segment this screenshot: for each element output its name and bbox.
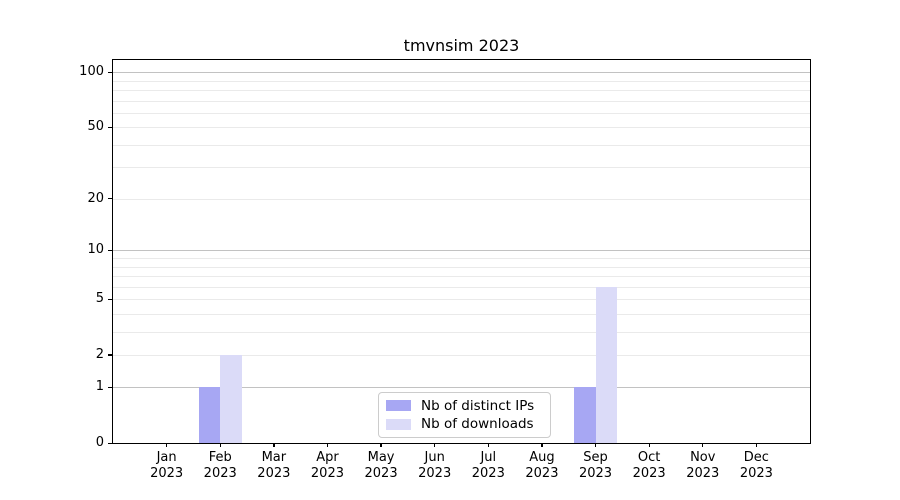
bar-downloads bbox=[220, 354, 242, 443]
y-tick-mark bbox=[108, 386, 112, 389]
x-tick-mark bbox=[594, 443, 597, 447]
y-tick-mark bbox=[108, 298, 112, 300]
x-tick-year: 2023 bbox=[525, 466, 559, 481]
x-tick-month: Dec bbox=[743, 450, 769, 465]
y-tick-mark bbox=[108, 249, 112, 252]
x-tick-mark bbox=[702, 443, 704, 447]
minor-gridline bbox=[113, 313, 810, 315]
minor-gridline bbox=[113, 167, 810, 169]
x-tick-year: 2023 bbox=[632, 466, 666, 481]
y-tick-label: 0 bbox=[95, 435, 104, 450]
minor-gridline bbox=[113, 331, 810, 333]
x-tick-month: Jun bbox=[424, 450, 445, 465]
x-tick-label: Sep 2023 bbox=[566, 450, 626, 482]
x-tick-label: Dec 2023 bbox=[726, 450, 786, 482]
y-tick-label: 10 bbox=[87, 242, 104, 258]
x-tick-mark bbox=[541, 443, 543, 447]
minor-gridline bbox=[113, 276, 810, 278]
x-tick-month: Sep bbox=[583, 450, 608, 465]
x-tick-label: Apr 2023 bbox=[297, 450, 357, 482]
x-tick-month: Feb bbox=[208, 450, 232, 465]
minor-gridline bbox=[113, 127, 810, 129]
minor-gridline bbox=[113, 198, 810, 200]
minor-gridline bbox=[113, 90, 810, 92]
x-tick-month: Oct bbox=[637, 450, 661, 465]
x-tick-label: Jun 2023 bbox=[405, 450, 465, 482]
legend: Nb of distinct IPs Nb of downloads bbox=[378, 392, 551, 438]
legend-label: Nb of distinct IPs bbox=[421, 397, 535, 414]
bar-distinct-ips bbox=[574, 387, 596, 443]
minor-gridline bbox=[113, 286, 810, 288]
y-tick-mark bbox=[108, 198, 112, 200]
x-tick-mark bbox=[219, 443, 221, 447]
x-tick-year: 2023 bbox=[686, 466, 720, 481]
minor-gridline bbox=[113, 258, 810, 260]
y-tick-label: 1 bbox=[95, 379, 104, 395]
minor-gridline bbox=[113, 80, 810, 82]
x-tick-mark bbox=[434, 443, 436, 447]
x-tick-mark bbox=[648, 443, 650, 447]
chart-title: tmvnsim 2023 bbox=[403, 36, 520, 55]
minor-gridline bbox=[113, 100, 810, 102]
x-tick-month: Aug bbox=[529, 450, 555, 465]
x-tick-year: 2023 bbox=[257, 466, 291, 481]
x-tick-year: 2023 bbox=[150, 466, 184, 481]
x-tick-month: Jan bbox=[156, 450, 177, 465]
legend-row: Nb of distinct IPs bbox=[386, 398, 543, 414]
y-tick-mark bbox=[108, 354, 112, 356]
minor-gridline bbox=[113, 144, 810, 146]
minor-gridline bbox=[113, 299, 810, 301]
x-tick-label: Aug 2023 bbox=[512, 450, 572, 482]
x-tick-label: Feb 2023 bbox=[190, 450, 250, 482]
x-tick-month: Apr bbox=[316, 450, 339, 465]
minor-gridline bbox=[113, 354, 810, 356]
x-tick-year: 2023 bbox=[578, 466, 613, 481]
x-tick-year: 2023 bbox=[364, 466, 398, 481]
major-gridline bbox=[113, 387, 810, 389]
y-tick-mark bbox=[108, 71, 112, 74]
major-gridline bbox=[113, 250, 810, 252]
x-tick-month: May bbox=[367, 450, 395, 465]
x-tick-label: May 2023 bbox=[351, 450, 411, 482]
x-tick-month: Jul bbox=[480, 450, 497, 465]
x-tick-label: Jul 2023 bbox=[458, 450, 518, 482]
x-tick-year: 2023 bbox=[310, 466, 344, 481]
x-tick-year: 2023 bbox=[203, 466, 237, 481]
y-tick-label: 2 bbox=[95, 346, 104, 362]
x-tick-year: 2023 bbox=[739, 466, 773, 481]
y-tick-mark bbox=[108, 442, 112, 444]
y-tick-label: 5 bbox=[95, 291, 104, 307]
legend-swatch bbox=[386, 400, 411, 412]
x-tick-label: Nov 2023 bbox=[673, 450, 733, 482]
x-tick-mark bbox=[166, 443, 168, 447]
y-tick-mark bbox=[108, 126, 112, 129]
x-tick-mark bbox=[380, 443, 382, 447]
y-tick-label: 100 bbox=[79, 64, 104, 80]
x-tick-mark bbox=[755, 443, 758, 447]
y-tick-label: 50 bbox=[87, 119, 104, 135]
bar-downloads bbox=[595, 286, 617, 443]
legend-row: Nb of downloads bbox=[386, 416, 543, 432]
x-tick-mark bbox=[273, 443, 275, 447]
bar-distinct-ips bbox=[198, 387, 221, 443]
minor-gridline bbox=[113, 266, 810, 268]
legend-swatch bbox=[386, 418, 411, 430]
x-tick-mark bbox=[326, 443, 329, 447]
x-tick-mark bbox=[487, 443, 489, 447]
plot-area bbox=[113, 60, 810, 443]
legend-label: Nb of downloads bbox=[421, 416, 534, 433]
x-tick-month: Mar bbox=[261, 450, 287, 465]
x-tick-year: 2023 bbox=[471, 466, 505, 481]
x-tick-month: Nov bbox=[690, 450, 716, 465]
x-tick-year: 2023 bbox=[418, 466, 452, 481]
major-gridline bbox=[113, 72, 810, 74]
minor-gridline bbox=[113, 112, 810, 114]
y-tick-label: 20 bbox=[87, 190, 104, 206]
x-tick-label: Oct 2023 bbox=[619, 450, 679, 482]
x-tick-label: Mar 2023 bbox=[244, 450, 304, 482]
x-tick-label: Jan 2023 bbox=[137, 450, 197, 482]
